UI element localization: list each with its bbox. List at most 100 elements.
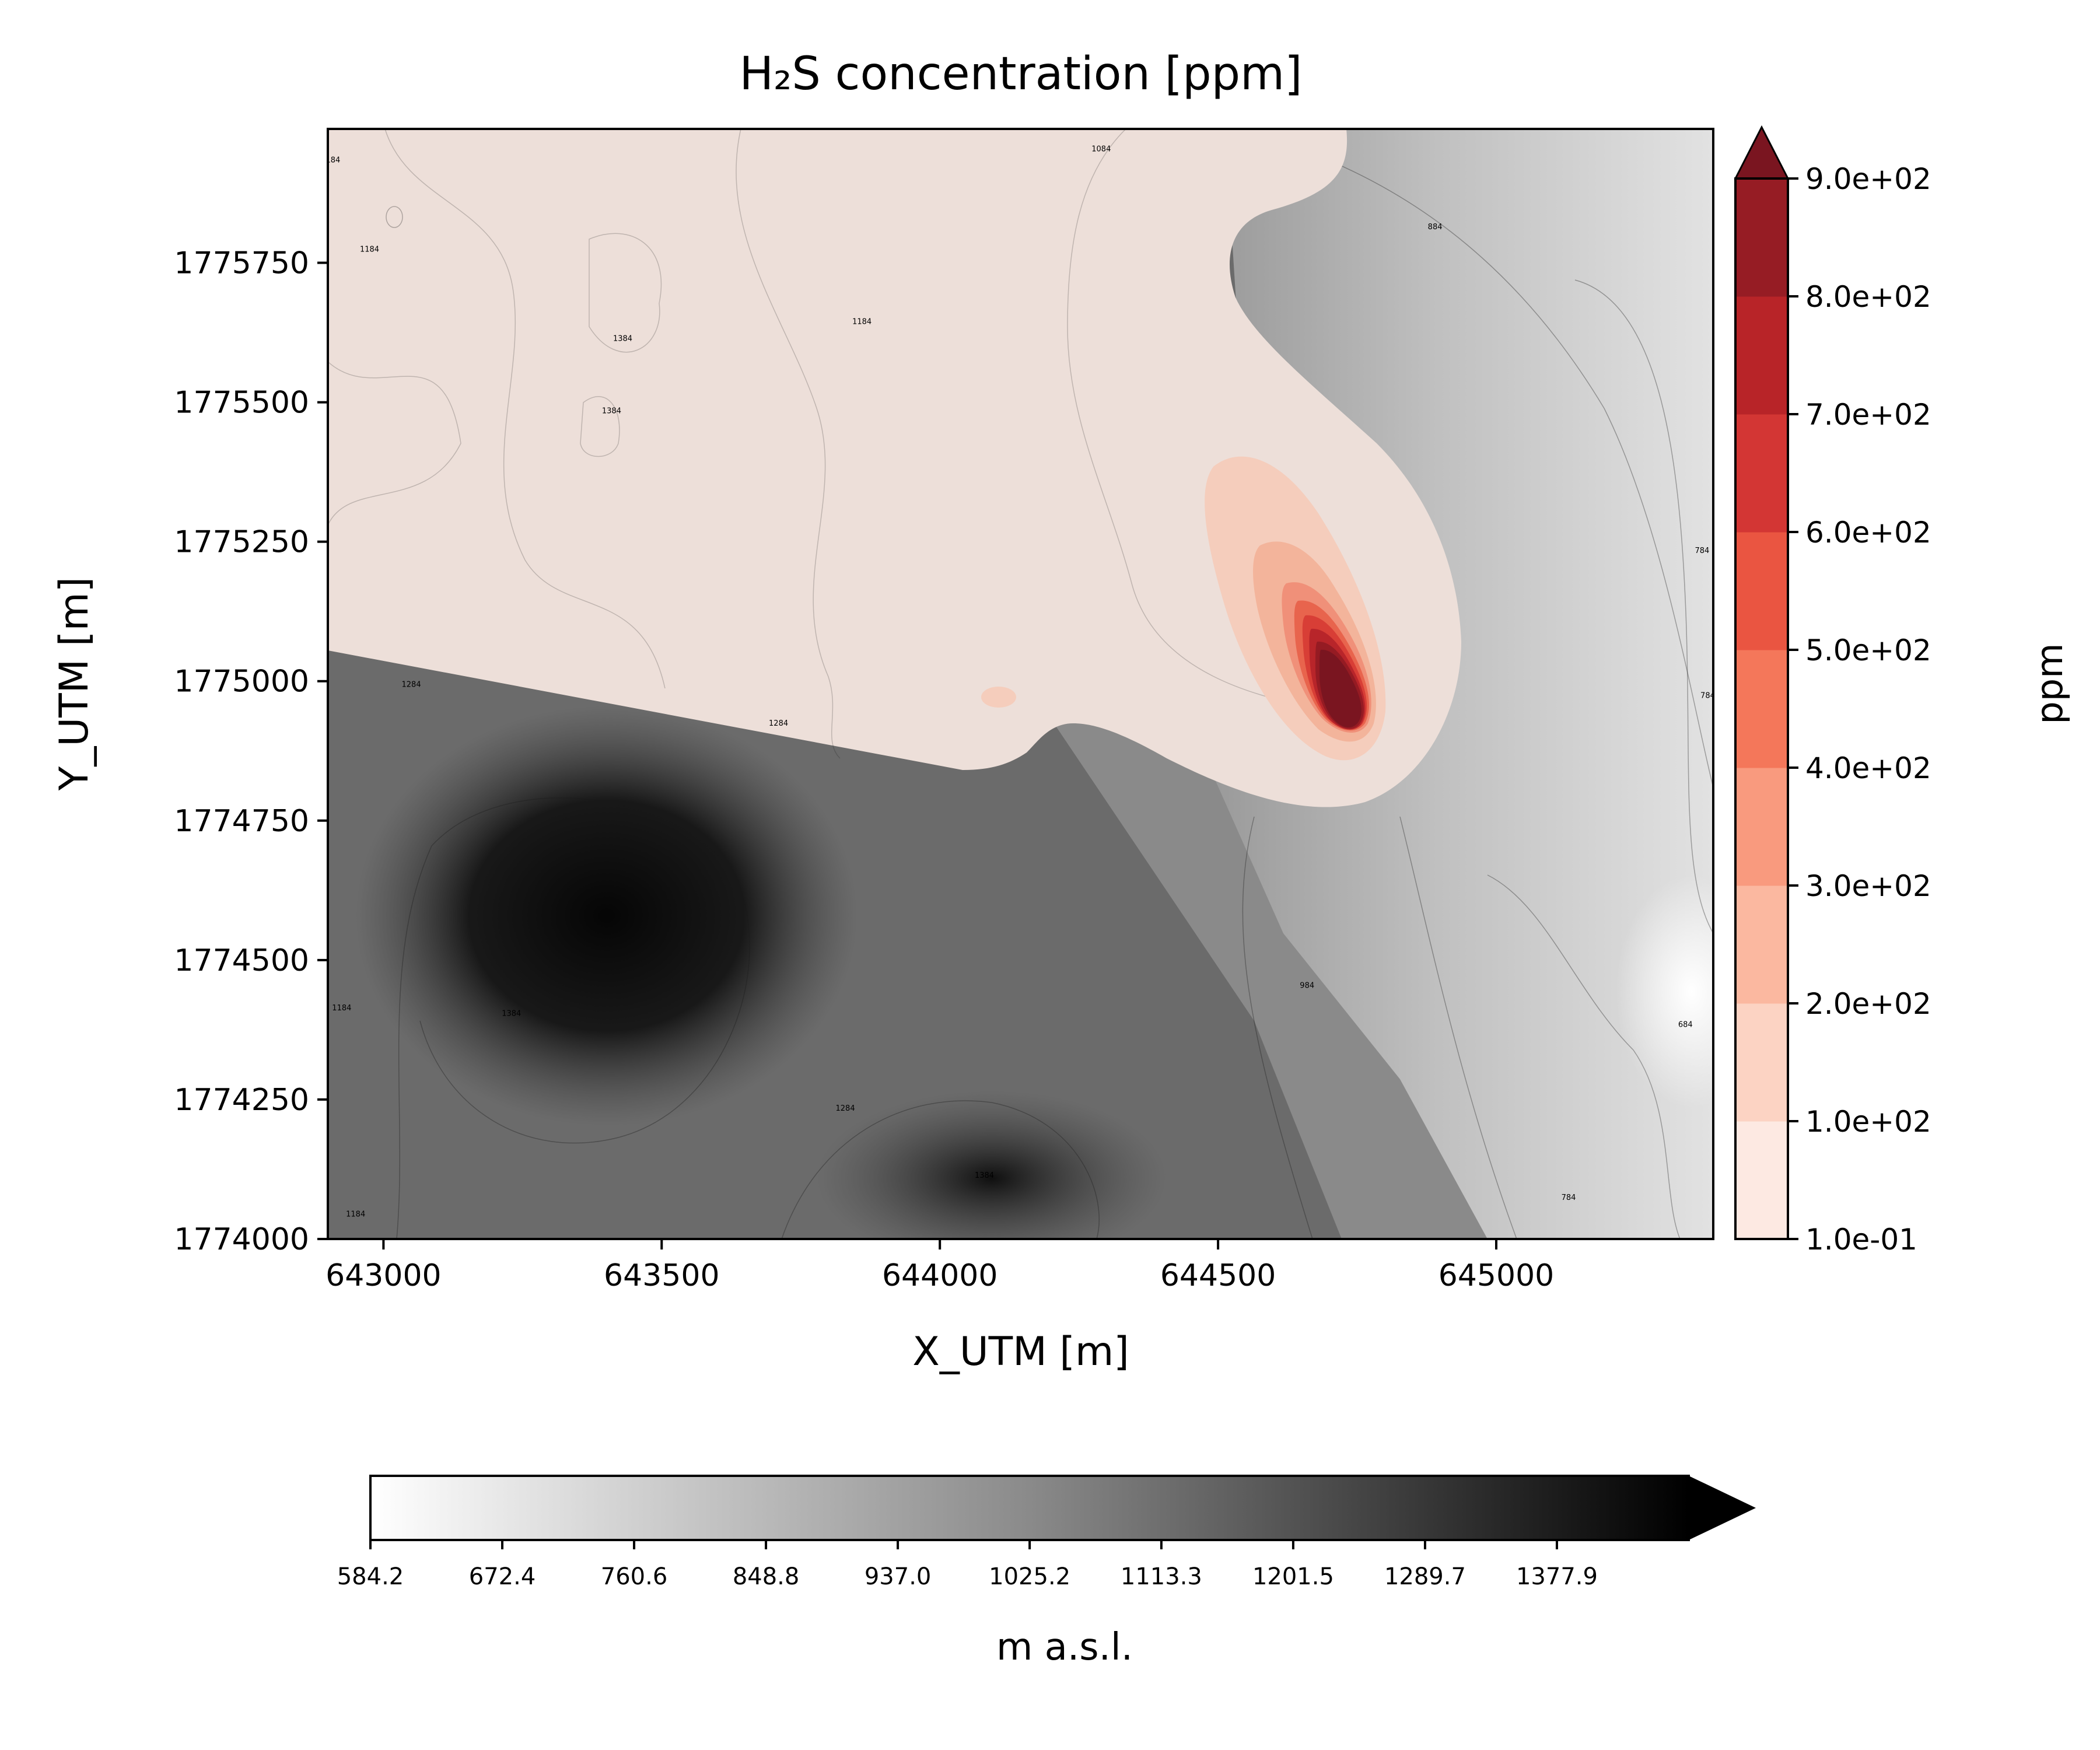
elevation-colorbar-label: m a.s.l. bbox=[996, 1626, 1133, 1669]
colorbar-segment bbox=[1735, 532, 1788, 650]
concentration-band-low bbox=[328, 129, 1461, 807]
contour-value-label: 1384 bbox=[975, 1171, 994, 1180]
terrain-summit-south bbox=[817, 1091, 1167, 1239]
plot-frame bbox=[327, 128, 1714, 1240]
colorbar-extend-arrow bbox=[1734, 125, 1790, 180]
terrain-east-lowland bbox=[1213, 129, 1713, 1239]
x-tick-label: 644000 bbox=[882, 1258, 998, 1293]
colorbar-tick-label: 4.0e+02 bbox=[1805, 751, 1931, 785]
colorbar-segment bbox=[1735, 178, 1788, 297]
colorbar-label: ppm bbox=[2028, 643, 2071, 724]
colorbar-tick-label: 5.0e+02 bbox=[1805, 634, 1931, 667]
y-tick-label: 1774500 bbox=[174, 943, 309, 978]
elevation-tick-label: 584.2 bbox=[337, 1563, 404, 1590]
contour-value-label: 1184 bbox=[332, 1004, 351, 1013]
contour-value-label: 984 bbox=[1300, 982, 1314, 991]
contour-value-label: 1384 bbox=[502, 1009, 521, 1018]
y-tick-label: 1775000 bbox=[174, 664, 309, 699]
y-tick-label: 1775250 bbox=[174, 525, 309, 560]
elevation-tick-label: 1201.5 bbox=[1252, 1563, 1334, 1590]
contour-label-layer: 1184 1184 1384 1384 1184 1084 884 1284 1284 784 78… bbox=[321, 145, 1715, 1219]
x-axis-label: X_UTM [m] bbox=[912, 1329, 1129, 1375]
elevation-tick-label: 760.6 bbox=[601, 1563, 668, 1590]
y-axis: 1774000 1774250 1774500 1774750 1775000 17752… bbox=[174, 246, 328, 1257]
contour-value-label: 784 bbox=[1562, 1194, 1576, 1202]
elevation-colorbar-extend-arrow bbox=[1689, 1476, 1756, 1540]
topo-contour bbox=[396, 797, 750, 1239]
colorbar-segment bbox=[1735, 768, 1788, 886]
topo-contour bbox=[384, 129, 666, 689]
y-tick-label: 1774000 bbox=[174, 1222, 309, 1257]
colorbar-tick-label: 2.0e+02 bbox=[1805, 987, 1931, 1021]
elevation-tick-label: 1025.2 bbox=[989, 1563, 1070, 1590]
x-axis: 643000 643500 644000 644500 645000 bbox=[326, 1239, 1554, 1293]
elevation-tick-label: 672.4 bbox=[469, 1563, 536, 1590]
contour-value-label: 1284 bbox=[836, 1104, 855, 1113]
colorbar-frame bbox=[1734, 177, 1789, 1240]
colorbar-tick-label: 7.0e+02 bbox=[1805, 398, 1931, 432]
colorbar-segment bbox=[1735, 650, 1788, 768]
colorbar-tick-label: 1.0e-01 bbox=[1805, 1223, 1917, 1256]
elevation-tick-label: 848.8 bbox=[733, 1563, 800, 1590]
topo-contour bbox=[781, 1100, 1100, 1239]
topo-contour bbox=[1067, 129, 1342, 712]
elevation-colorbar: 584.2 672.4 760.6 848.8 937.0 1025.2 1113.3 120… bbox=[337, 1475, 1756, 1590]
x-tick-label: 644500 bbox=[1160, 1258, 1276, 1293]
topo-contour bbox=[589, 233, 662, 353]
topo-contour-small bbox=[386, 206, 403, 228]
topo-contour bbox=[1242, 816, 1313, 1239]
x-tick-label: 643500 bbox=[604, 1258, 720, 1293]
contour-value-label: 684 bbox=[1678, 1021, 1693, 1030]
y-tick-label: 1775750 bbox=[174, 246, 309, 281]
contour-value-label: 1284 bbox=[402, 680, 421, 689]
map-plot-area: 1184 1184 1384 1384 1184 1084 884 1284 1284 784 78… bbox=[321, 129, 1715, 1239]
concentration-colorbar: 1.0e-01 1.0e+02 2.0e+02 3.0e+02 4.0e+02 5.0e+… bbox=[1734, 125, 1931, 1256]
elevation-tick-label: 937.0 bbox=[864, 1563, 932, 1590]
contour-value-label: 1184 bbox=[321, 156, 340, 164]
chart-title: H₂S concentration [ppm] bbox=[739, 48, 1302, 100]
topo-contours-under-plume bbox=[328, 129, 1342, 759]
topo-contours bbox=[396, 134, 1713, 1239]
contour-value-label: 884 bbox=[1428, 223, 1443, 232]
topo-contour bbox=[1574, 279, 1713, 934]
colorbar-segment bbox=[1735, 414, 1788, 533]
colorbar-tick-label: 8.0e+02 bbox=[1805, 280, 1931, 314]
contour-value-label: 1084 bbox=[1091, 145, 1111, 153]
elevation-tick-label: 1113.3 bbox=[1121, 1563, 1202, 1590]
elevation-colorbar-gradient bbox=[370, 1476, 1689, 1540]
contour-value-label: 1384 bbox=[613, 334, 632, 343]
y-axis-label: Y_UTM [m] bbox=[51, 577, 97, 791]
contour-value-label: 1284 bbox=[769, 719, 788, 728]
topo-contour bbox=[736, 129, 841, 759]
colorbar-segment bbox=[1735, 296, 1788, 415]
contour-value-label: 1184 bbox=[360, 245, 379, 254]
terrain-valley-east bbox=[1616, 875, 1713, 1108]
concentration-band-max bbox=[1320, 649, 1362, 727]
colorbar-tick-label: 3.0e+02 bbox=[1805, 869, 1931, 903]
elevation-tick-label: 1289.7 bbox=[1384, 1563, 1466, 1590]
contour-value-label: 784 bbox=[1700, 691, 1715, 700]
colorbar-tick-label: 6.0e+02 bbox=[1805, 516, 1931, 550]
elevation-tick-label: 1377.9 bbox=[1516, 1563, 1598, 1590]
contour-value-label: 1184 bbox=[346, 1210, 365, 1219]
colorbar-segment bbox=[1735, 1003, 1788, 1122]
y-tick-label: 1774250 bbox=[174, 1083, 309, 1118]
colorbar-tick-label: 9.0e+02 bbox=[1805, 162, 1931, 196]
topo-contour bbox=[1487, 874, 1681, 1239]
concentration-band-small bbox=[981, 687, 1016, 708]
topo-contour bbox=[328, 361, 461, 526]
x-tick-label: 645000 bbox=[1438, 1258, 1555, 1293]
y-tick-label: 1774750 bbox=[174, 804, 309, 839]
colorbar-segment bbox=[1735, 1121, 1788, 1240]
topo-contour bbox=[1399, 816, 1517, 1239]
contour-value-label: 1384 bbox=[602, 407, 621, 416]
contour-value-label: 784 bbox=[1695, 547, 1710, 555]
y-tick-label: 1775500 bbox=[174, 386, 309, 421]
topo-contour bbox=[1254, 134, 1713, 788]
colorbar-segment bbox=[1735, 886, 1788, 1004]
terrain-summit-west bbox=[356, 706, 858, 1126]
x-tick-label: 643000 bbox=[326, 1258, 442, 1293]
contour-value-label: 1184 bbox=[852, 318, 872, 327]
colorbar-tick-label: 1.0e+02 bbox=[1805, 1105, 1931, 1139]
